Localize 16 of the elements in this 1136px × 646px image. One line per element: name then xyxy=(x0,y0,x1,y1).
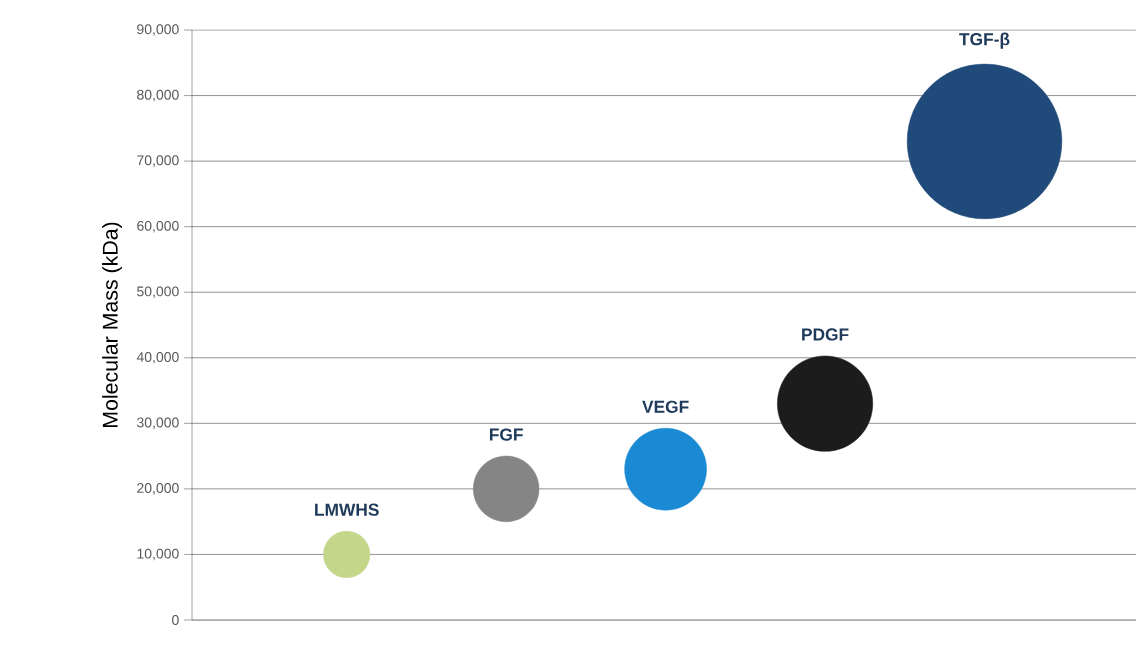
y-tick-label: 80,000 xyxy=(137,89,179,102)
x-tick-label: TGF-β xyxy=(959,32,1010,49)
x-tick-label: PDGF xyxy=(802,328,849,341)
y-tick-label: 50,000 xyxy=(137,286,179,299)
y-tick-label: 0 xyxy=(172,615,179,625)
y-tick-label: 90,000 xyxy=(137,24,179,36)
y-tick-label: 30,000 xyxy=(137,417,179,430)
x-tick-label: LMWHS xyxy=(315,503,379,516)
x-tick-label: FGF xyxy=(489,428,523,441)
y-tick-label: 20,000 xyxy=(137,483,179,495)
y-tick-label: 40,000 xyxy=(136,352,179,364)
x-tick-label: VEGF xyxy=(642,400,689,413)
y-tick-label: 60,000 xyxy=(137,220,179,233)
y-axis-title: Molecular Mass (kDa) xyxy=(102,222,122,427)
y-tick-label: 10,000 xyxy=(137,548,179,561)
y-tick-label: 70,000 xyxy=(137,155,179,167)
